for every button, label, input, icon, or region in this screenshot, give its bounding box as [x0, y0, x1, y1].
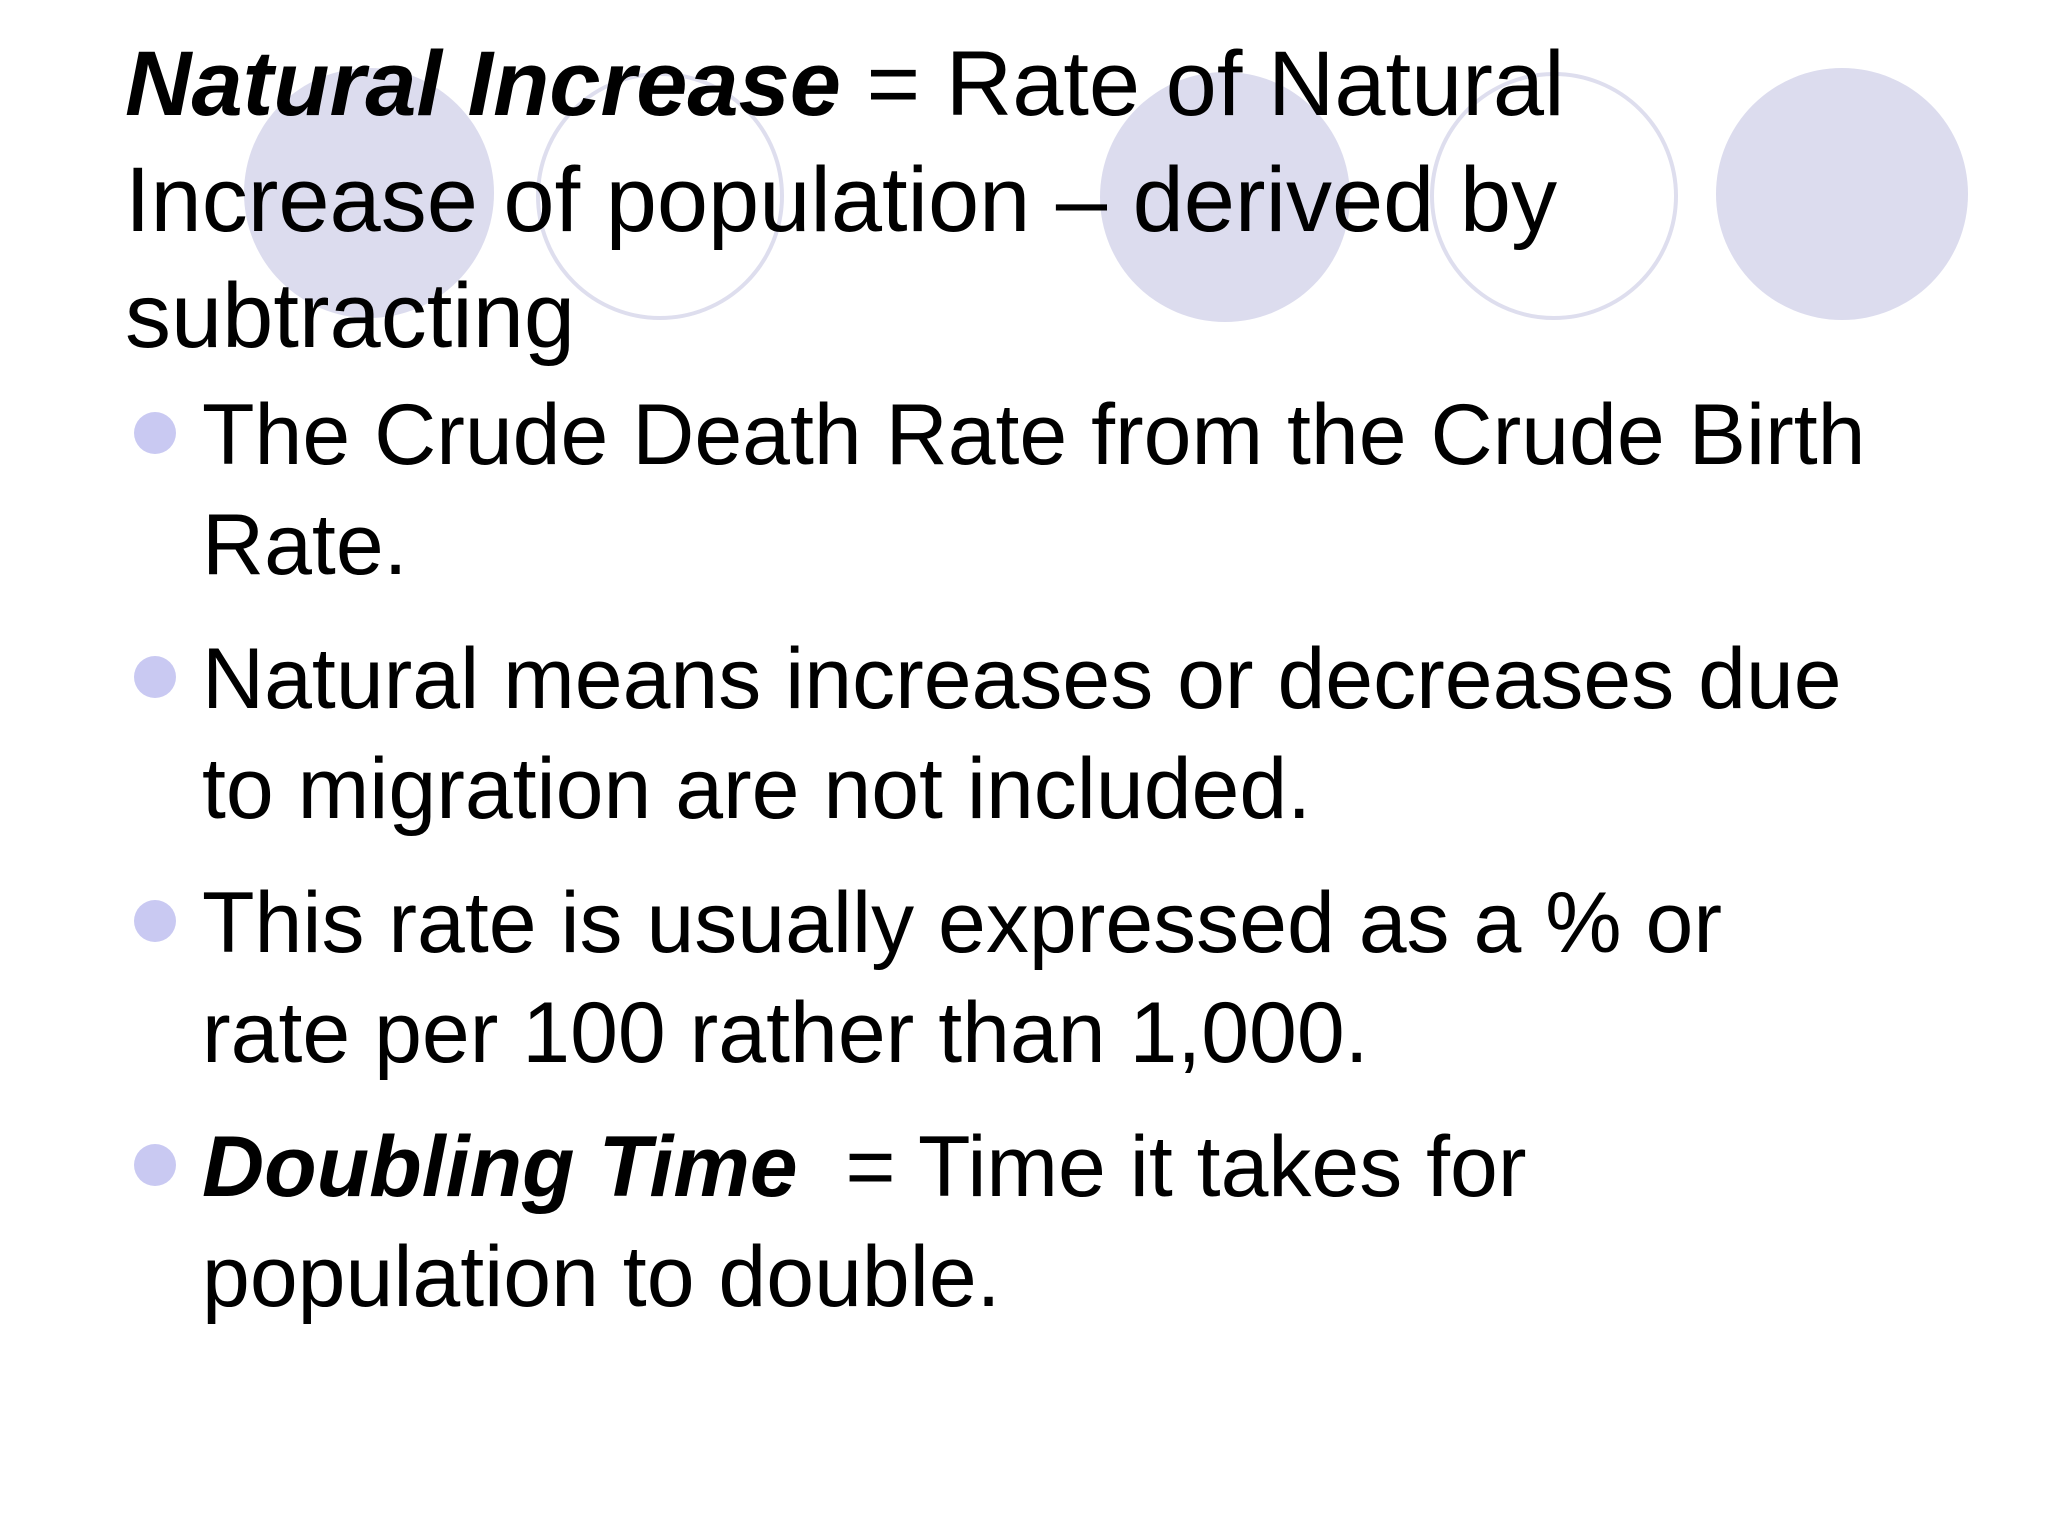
- bullet-term: Doubling Time: [202, 1119, 798, 1215]
- bullet-dot-icon: [134, 412, 176, 454]
- bullet-dot-icon: [134, 656, 176, 698]
- bullet-item: Doubling Time = Time it takes for popula…: [128, 1112, 1888, 1332]
- title-term: Natural Increase: [125, 33, 841, 135]
- decorative-circle-filled: [1100, 72, 1350, 322]
- decorative-circle-outline: [536, 72, 784, 320]
- decorative-circle-filled: [244, 68, 494, 318]
- bullet-text: = Time it takes for population to double…: [202, 1119, 1527, 1325]
- bullet-item: The Crude Death Rate from the Crude Birt…: [128, 380, 1888, 600]
- bullet-text: This rate is usually expressed as a % or…: [202, 875, 1722, 1081]
- title-definition: = Rate of Natural Increase of population…: [125, 33, 1565, 367]
- bullet-text: Natural means increases or decreases due…: [202, 631, 1842, 837]
- decorative-circle-outline: [1430, 72, 1678, 320]
- bullet-dot-icon: [134, 900, 176, 942]
- slide-title: Natural Increase = Rate of Natural Incre…: [125, 26, 1785, 374]
- bullet-item: Natural means increases or decreases due…: [128, 624, 1888, 844]
- bullet-text: The Crude Death Rate from the Crude Birt…: [202, 387, 1866, 593]
- bullet-item: This rate is usually expressed as a % or…: [128, 868, 1888, 1088]
- decorative-circle-filled: [1716, 68, 1968, 320]
- bullet-dot-icon: [134, 1144, 176, 1186]
- bullet-list: The Crude Death Rate from the Crude Birt…: [128, 380, 1888, 1356]
